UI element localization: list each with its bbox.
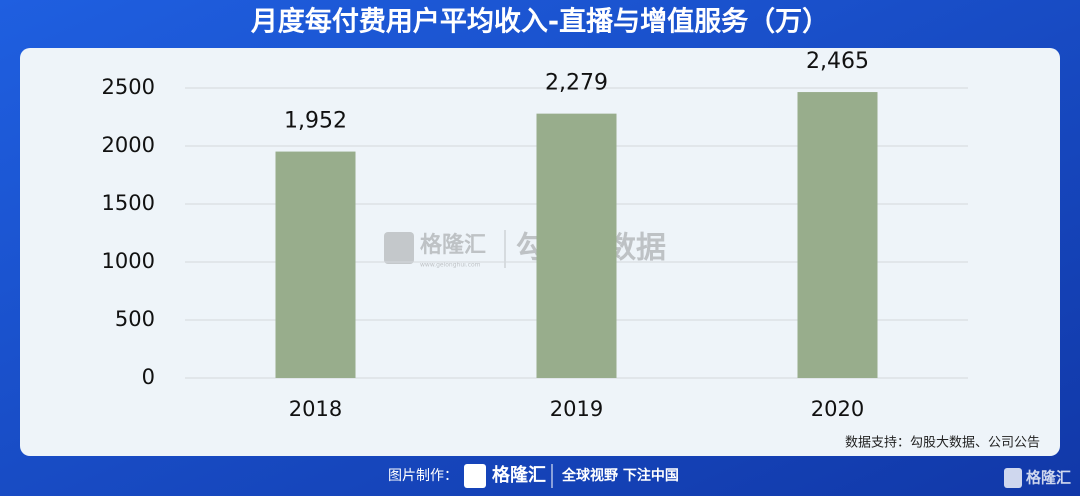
footer-label: 图片制作： — [388, 468, 458, 484]
watermark: 格隆汇 www.gelonghui.com 勾股大数据 — [384, 230, 666, 269]
x-tick-label: 2019 — [550, 397, 603, 421]
y-tick-label: 1500 — [102, 191, 155, 215]
watermark-brand: 格隆汇 — [420, 232, 486, 258]
source-note: 数据支持：勾股大数据、公司公告 — [845, 436, 1040, 451]
watermark-logo — [384, 232, 414, 264]
y-tick-label: 2000 — [102, 133, 155, 157]
y-tick-label: 2500 — [102, 75, 155, 99]
data-label: 2,279 — [545, 71, 608, 96]
x-tick-label: 2018 — [289, 397, 342, 421]
bar — [797, 92, 878, 378]
y-tick-label: 500 — [115, 307, 155, 331]
footer-brand: 格隆汇 — [492, 464, 546, 486]
bar — [275, 151, 356, 378]
bar — [536, 113, 617, 379]
x-tick-label: 2020 — [811, 397, 864, 421]
corner-logo — [1004, 468, 1022, 488]
data-label: 2,465 — [806, 49, 869, 74]
footer-slogan: 全球视野 下注中国 — [561, 467, 679, 484]
corner-brand: 格隆汇 — [1026, 469, 1071, 487]
footer-logo — [464, 464, 486, 488]
y-tick-label: 0 — [142, 365, 155, 389]
chart-title: 月度每付费用户平均收入-直播与增值服务（万） — [250, 6, 829, 38]
watermark-site: www.gelonghui.com — [420, 262, 481, 269]
data-label: 1,952 — [284, 109, 347, 134]
y-tick-label: 1000 — [102, 249, 155, 273]
